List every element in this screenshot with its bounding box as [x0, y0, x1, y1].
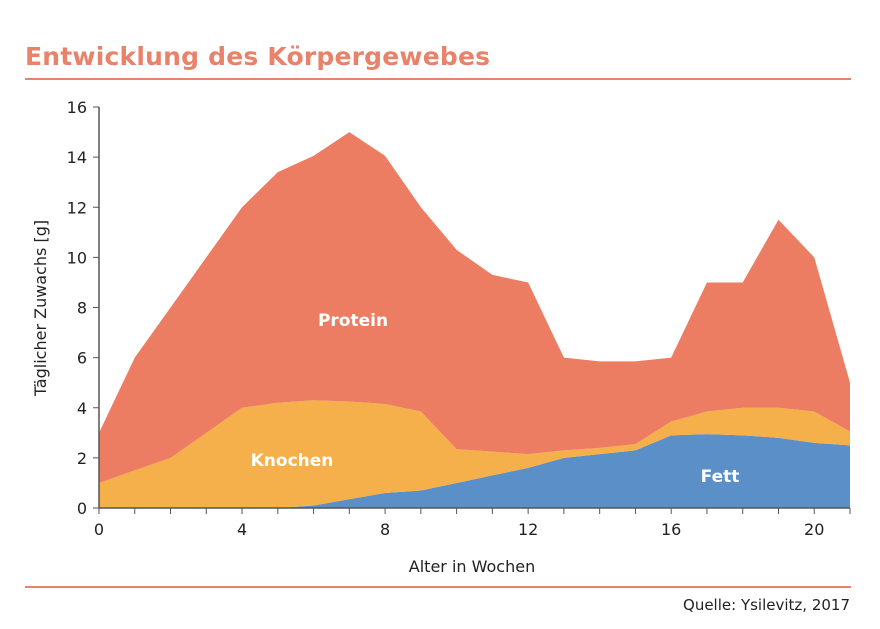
x-tick-label: 20	[804, 520, 824, 539]
x-tick-label: 16	[661, 520, 681, 539]
series-label-protein: Protein	[318, 311, 388, 331]
x-axis-label: Alter in Wochen	[409, 557, 535, 576]
y-tick-label: 16	[67, 98, 87, 117]
x-tick-label: 8	[380, 520, 390, 539]
y-tick-label: 4	[77, 399, 87, 418]
area-protein	[99, 132, 850, 483]
title-rule	[25, 78, 851, 80]
x-tick-label: 12	[518, 520, 538, 539]
x-tick-label: 0	[94, 520, 104, 539]
x-tick-label: 4	[237, 520, 247, 539]
y-tick-label: 2	[77, 449, 87, 468]
y-tick-label: 0	[77, 499, 87, 518]
y-tick-label: 6	[77, 349, 87, 368]
series-label-fett: Fett	[701, 467, 740, 487]
chart-title: Entwicklung des Körpergewebes	[25, 42, 491, 71]
y-tick-label: 10	[67, 248, 87, 267]
y-tick-label: 12	[67, 198, 87, 217]
area-knochen	[99, 400, 850, 508]
y-tick-label: 14	[67, 148, 87, 167]
source-note: Quelle: Ysilevitz, 2017	[683, 596, 850, 614]
bottom-rule	[25, 586, 851, 588]
series-label-knochen: Knochen	[251, 451, 334, 471]
y-tick-label: 8	[77, 299, 87, 318]
y-axis-label: Täglicher Zuwachs [g]	[31, 220, 50, 397]
area-fett	[99, 434, 850, 508]
